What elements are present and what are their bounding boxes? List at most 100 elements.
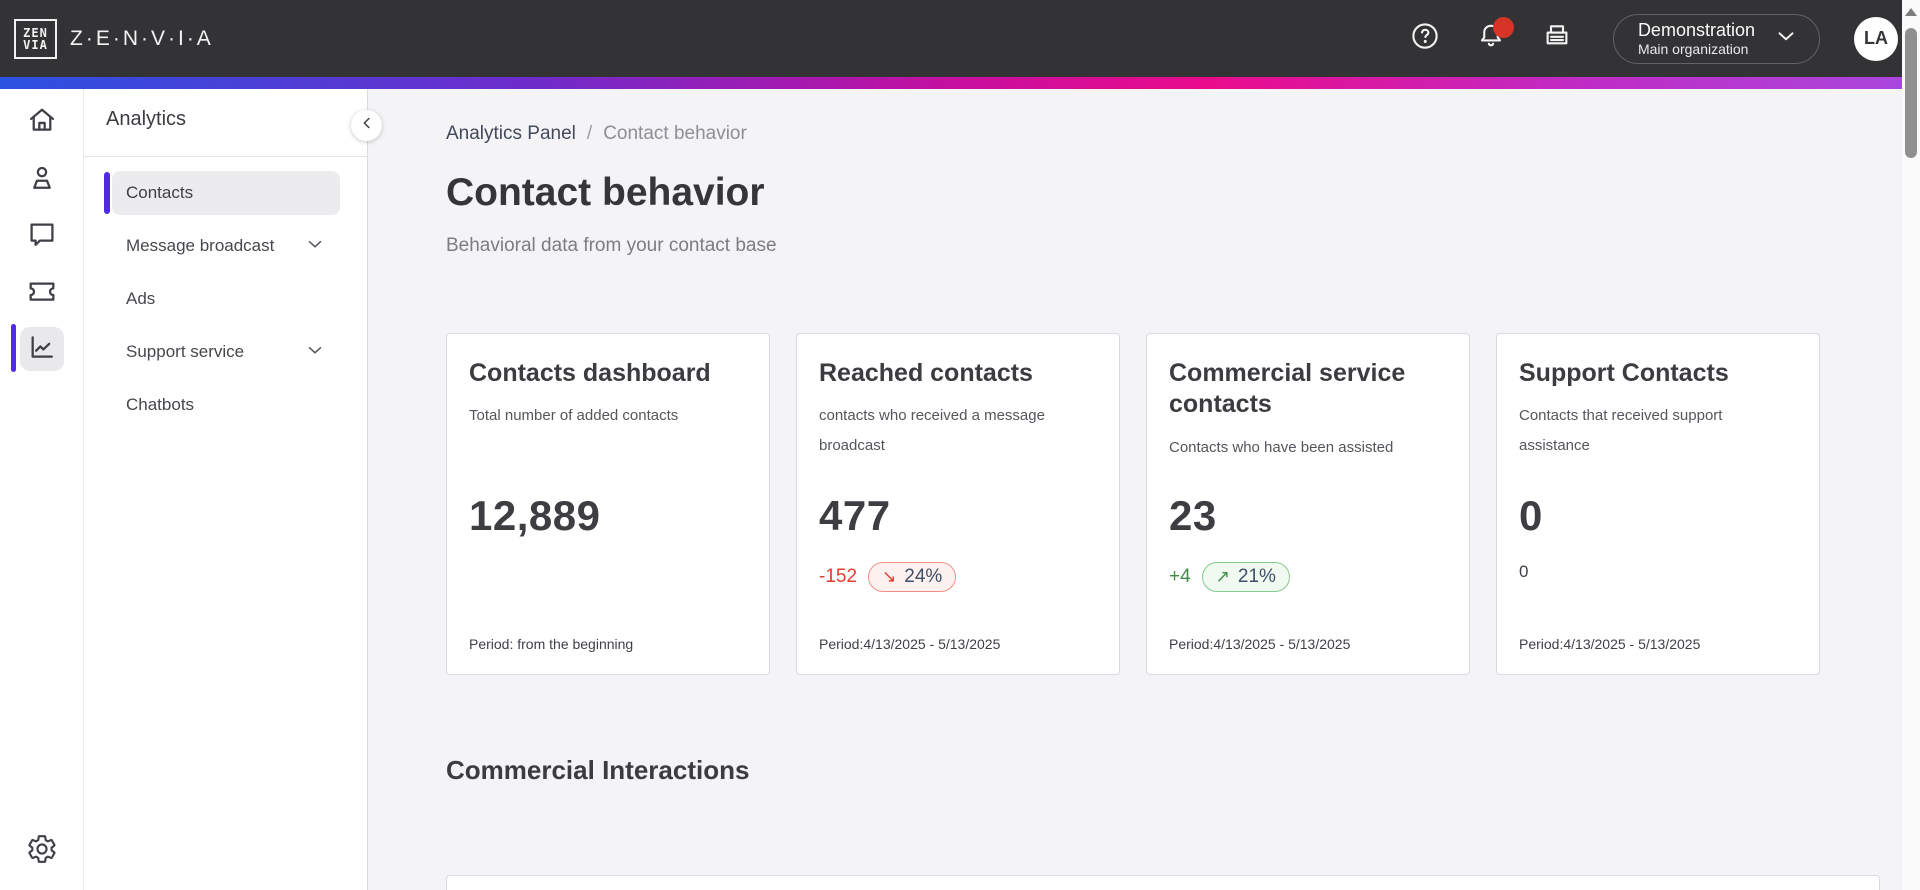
zenvia-logo-icon: ZEN VIA: [14, 18, 57, 59]
notifications-button[interactable]: [1475, 16, 1514, 55]
sidebar-item-label: Support service: [126, 342, 245, 361]
sidebar-item-label: Contacts: [126, 183, 194, 202]
arrow-up-right-icon: ↗: [1215, 567, 1230, 586]
icon-rail: [0, 89, 84, 890]
section-heading-commercial-interactions: Commercial Interactions: [446, 755, 750, 785]
sidebar-item-chatbots[interactable]: Chatbots: [112, 383, 340, 427]
card-value: 12,889: [469, 492, 601, 539]
arrow-down-right-icon: ↘: [882, 567, 897, 586]
sidebar-active-indicator: [104, 172, 110, 214]
card-title: Commercial service contacts: [1169, 359, 1406, 419]
rail-item-settings[interactable]: [20, 829, 64, 873]
card-value: 477: [819, 492, 891, 539]
card-period: Period:4/13/2025 - 5/13/2025: [1519, 636, 1701, 652]
organization-subtitle: Main organization: [1637, 41, 1749, 57]
organization-selector-labels: Demonstration Main organization: [1638, 19, 1755, 59]
card-period: Period: from the beginning: [469, 636, 634, 652]
delta-value: 0: [1519, 562, 1529, 581]
delta-value: +4: [1169, 566, 1191, 587]
chevron-down-icon: [304, 339, 326, 366]
scrollbar-thumb[interactable]: [1905, 28, 1917, 158]
top-bar: ZEN VIA Z·E·N·V·I·A: [0, 0, 1920, 77]
card-support-contacts: Support Contacts Contacts that received …: [1496, 333, 1820, 675]
card-value: 23: [1169, 492, 1217, 539]
card-subtitle: Contacts that received support assistanc…: [1519, 407, 1723, 454]
help-icon: [1410, 21, 1440, 56]
page-subtitle: Behavioral data from your contact base: [446, 235, 777, 256]
card-title: Reached contacts: [819, 359, 1033, 387]
avatar-initials: LA: [1864, 28, 1888, 48]
top-bar-actions: Demonstration Main organization LA: [1409, 0, 1898, 77]
card-value: 0: [1519, 492, 1543, 539]
breadcrumb: Analytics Panel / Contact behavior: [446, 123, 747, 145]
printer-icon: [1542, 21, 1572, 56]
trend-percent: 21%: [1237, 566, 1276, 587]
sidebar-collapse-button[interactable]: [351, 110, 382, 141]
delta-value: -152: [819, 566, 858, 587]
help-button[interactable]: [1409, 23, 1441, 55]
rail-item-ads[interactable]: [20, 271, 64, 315]
vertical-scrollbar[interactable]: [1902, 0, 1920, 890]
analytics-sidebar: Analytics Contacts Message broadcast Ads…: [84, 89, 368, 890]
contacts-person-icon: [26, 162, 58, 199]
rail-item-analytics[interactable]: [20, 327, 64, 371]
card-reached-contacts: Reached contacts contacts who received a…: [796, 333, 1120, 675]
breadcrumb-analytics-panel[interactable]: Analytics Panel: [446, 123, 576, 144]
scrollbar-up-arrow[interactable]: [1905, 8, 1917, 16]
commercial-interactions-card-partial: [446, 875, 1880, 890]
breadcrumb-separator: /: [586, 123, 593, 144]
sidebar-nav-list: Contacts Message broadcast Ads Support s…: [84, 171, 368, 436]
trend-badge-up: ↗ 21%: [1201, 562, 1290, 592]
card-delta-row: -152 ↘ 24%: [819, 562, 957, 592]
ticket-icon: [26, 275, 58, 312]
logo-mark-top: ZEN: [23, 25, 48, 40]
card-subtitle: contacts who received a message broadcas…: [819, 407, 1045, 454]
logo-mark-bottom: VIA: [23, 37, 48, 52]
user-avatar[interactable]: LA: [1854, 16, 1898, 61]
card-period: Period:4/13/2025 - 5/13/2025: [819, 636, 1001, 652]
card-commercial-service-contacts: Commercial service contacts Contacts who…: [1146, 333, 1470, 675]
sidebar-item-ads[interactable]: Ads: [112, 277, 340, 321]
analytics-chart-icon: [26, 331, 58, 368]
card-contacts-dashboard: Contacts dashboard Total number of added…: [446, 333, 770, 675]
metric-cards-row: Contacts dashboard Total number of added…: [446, 333, 1820, 675]
page-title: Contact behavior: [446, 171, 765, 214]
sidebar-item-contacts[interactable]: Contacts: [104, 171, 340, 215]
print-button[interactable]: [1541, 23, 1573, 55]
sidebar-item-label: Chatbots: [126, 395, 195, 414]
card-subtitle: Total number of added contacts: [469, 407, 679, 425]
notification-dot-badge: [1492, 16, 1514, 38]
settings-gear-icon: [26, 833, 58, 870]
sidebar-item-label: Ads: [126, 289, 156, 308]
brand-gradient-bar: [0, 77, 1920, 89]
breadcrumb-current: Contact behavior: [603, 123, 747, 144]
card-period: Period:4/13/2025 - 5/13/2025: [1169, 636, 1351, 652]
zenvia-logo[interactable]: ZEN VIA Z·E·N·V·I·A: [14, 18, 214, 59]
sidebar-item-label: Message broadcast: [126, 236, 275, 255]
main-content: Analytics Panel / Contact behavior Conta…: [368, 89, 1920, 890]
organization-name: Demonstration: [1637, 19, 1755, 40]
card-delta-row: +4 ↗ 21%: [1169, 562, 1290, 592]
rail-item-home[interactable]: [20, 100, 64, 144]
chevron-down-icon: [304, 233, 326, 260]
home-icon: [26, 104, 58, 141]
card-title: Contacts dashboard: [469, 359, 711, 387]
card-subtitle: Contacts who have been assisted: [1169, 438, 1394, 456]
trend-badge-down: ↘ 24%: [868, 562, 957, 592]
rail-active-indicator: [11, 324, 16, 372]
sidebar-item-support-service[interactable]: Support service: [112, 330, 340, 374]
rail-item-contacts[interactable]: [20, 158, 64, 202]
sidebar-item-message-broadcast[interactable]: Message broadcast: [112, 224, 340, 268]
zenvia-wordmark: Z·E·N·V·I·A: [70, 26, 214, 50]
card-title: Support Contacts: [1519, 359, 1729, 387]
trend-percent: 24%: [904, 566, 943, 587]
chat-icon: [26, 218, 58, 255]
chevron-left-icon: [358, 114, 376, 137]
card-delta-row: 0: [1519, 562, 1528, 582]
sidebar-title: Analytics: [106, 108, 187, 130]
sidebar-divider: [84, 156, 368, 157]
chevron-down-icon: [1773, 23, 1799, 54]
organization-selector[interactable]: Demonstration Main organization: [1612, 13, 1820, 64]
rail-item-chat[interactable]: [20, 214, 64, 258]
